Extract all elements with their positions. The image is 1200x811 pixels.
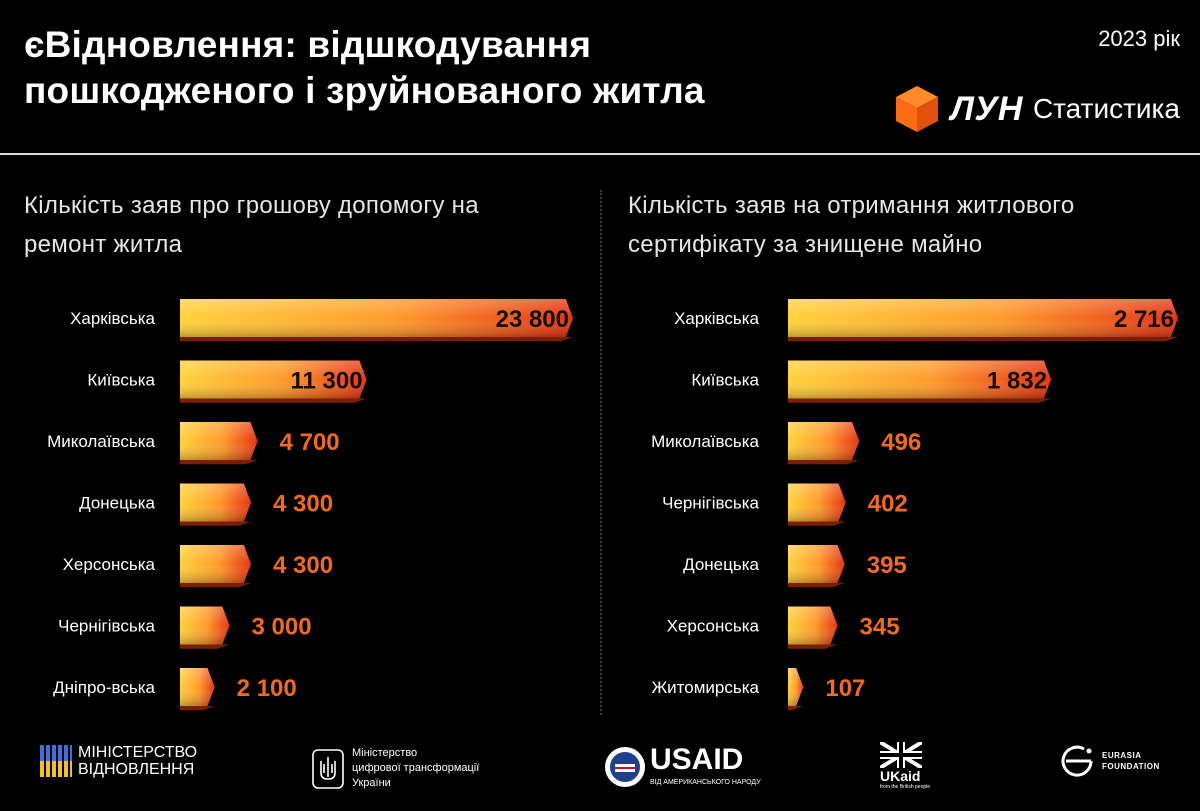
bar-shadow — [180, 706, 215, 711]
bar-shadow — [180, 521, 252, 526]
digital-line1: Міністерство — [352, 747, 418, 759]
category-label: Донецька — [79, 494, 155, 513]
brand-logo: ЛУН Статистика — [894, 84, 1180, 134]
digital-ministry-logo: Міністерство цифрової трансформації Укра… — [312, 746, 479, 791]
value-label: 395 — [867, 552, 907, 579]
value-label: 107 — [825, 675, 865, 702]
value-label: 11 300 — [290, 368, 362, 395]
digital-line2: цифрової трансформації — [352, 762, 480, 774]
column-divider — [600, 190, 602, 715]
eurasia-logo: EURASIA FOUNDATION — [1060, 744, 1160, 778]
brand-subtitle: Статистика — [1032, 93, 1180, 124]
page-title: єВідновлення: відшкодування пошкодженого… — [24, 24, 705, 111]
value-label: 2 716 — [1114, 306, 1174, 333]
bar-shadow — [788, 644, 838, 649]
bar-highlight — [788, 299, 1178, 337]
usaid-wordmark: USAID — [650, 743, 744, 776]
bar-shadow — [180, 398, 367, 403]
bar-shadow — [180, 644, 230, 649]
bar-shadow — [788, 521, 846, 526]
year-label: 2023 рік — [1098, 26, 1180, 51]
bar-shadow — [180, 583, 252, 588]
bar-shadow — [788, 460, 860, 465]
category-label: Чернігівська — [58, 617, 155, 636]
eurasia-line1: EURASIA — [1102, 751, 1142, 760]
eurasia-line2: FOUNDATION — [1102, 762, 1160, 771]
category-label: Харківська — [70, 309, 155, 328]
value-label: 3 000 — [252, 614, 312, 641]
bar-shadow — [180, 337, 573, 342]
category-label: Херсонська — [667, 617, 760, 636]
category-label: Київська — [691, 371, 759, 390]
value-label: 1 832 — [987, 368, 1047, 395]
value-label: 4 300 — [273, 491, 333, 518]
category-label: Миколаївська — [47, 432, 155, 451]
value-label: 23 800 — [496, 306, 569, 333]
category-label: Харківська — [674, 309, 759, 328]
ministry-line2: ВІДНОВЛЕННЯ — [78, 761, 195, 778]
bar-highlight — [788, 668, 804, 706]
ministry-restoration-logo: МІНІСТЕРСТВО ВІДНОВЛЕННЯ — [40, 744, 197, 778]
bar-highlight — [788, 422, 860, 460]
bar-highlight — [180, 545, 252, 583]
footer-logos: МІНІСТЕРСТВО ВІДНОВЛЕННЯ Міністерство ци… — [0, 738, 1200, 798]
chart-left: Харківська 23 800 Київська 11 300 Миколаївсь… — [47, 299, 573, 711]
usaid-logo: USAID ВІД АМЕРИКАНСЬКОГО НАРОДУ — [604, 744, 761, 790]
value-label: 4 700 — [280, 429, 340, 456]
value-label: 402 — [868, 491, 908, 518]
bar-shadow — [788, 583, 845, 588]
bar-highlight — [180, 299, 573, 337]
bar-highlight — [788, 360, 1052, 399]
value-label: 4 300 — [273, 552, 333, 579]
bar-shadow — [788, 706, 804, 711]
stripes-icon — [40, 745, 72, 777]
bar-highlight — [180, 422, 258, 460]
digital-line3: України — [352, 777, 391, 789]
eurasia-mark-icon — [1061, 745, 1093, 777]
bar-shadow — [180, 460, 258, 465]
bar-highlight — [180, 360, 367, 399]
chart-right-title: Кількість заяв на отримання житлового се… — [628, 192, 1075, 258]
ukaid-subtitle: from the British people — [880, 784, 931, 790]
bar-highlight — [180, 483, 252, 522]
value-label: 345 — [860, 614, 900, 641]
category-label: Житомирська — [651, 678, 759, 697]
bar-highlight — [788, 606, 838, 645]
bar-shadow — [788, 398, 1052, 403]
brand-name: ЛУН — [950, 89, 1023, 128]
category-label: Донецька — [683, 555, 759, 574]
category-label: Херсонська — [63, 555, 156, 574]
value-label: 2 100 — [237, 675, 297, 702]
ukaid-wordmark: UKaid — [880, 768, 921, 784]
chart-left-title: Кількість заяв про грошову допомогу на р… — [24, 192, 479, 258]
header-divider — [0, 153, 1200, 155]
bar-highlight — [788, 545, 845, 583]
chart-right: Харківська 2 716 Київська 1 832 Миколаївська… — [651, 299, 1178, 711]
usaid-subtitle: ВІД АМЕРИКАНСЬКОГО НАРОДУ — [650, 779, 761, 786]
ministry-line1: МІНІСТЕРСТВО — [78, 744, 198, 761]
bar-highlight — [180, 606, 230, 645]
category-label: Чернігівська — [662, 494, 759, 513]
bar-highlight — [180, 668, 215, 706]
union-flag-icon — [880, 742, 922, 768]
bar-highlight — [788, 483, 846, 522]
cube-icon — [896, 86, 939, 132]
category-label: Миколаївська — [651, 432, 759, 451]
usaid-seal-icon — [605, 747, 645, 787]
bar-shadow — [788, 337, 1178, 342]
value-label: 496 — [881, 429, 921, 456]
category-label: Дніпро-вська — [53, 678, 155, 697]
ukaid-logo: UKaid from the British people — [880, 742, 930, 790]
trident-icon — [312, 748, 344, 789]
category-label: Київська — [87, 371, 155, 390]
